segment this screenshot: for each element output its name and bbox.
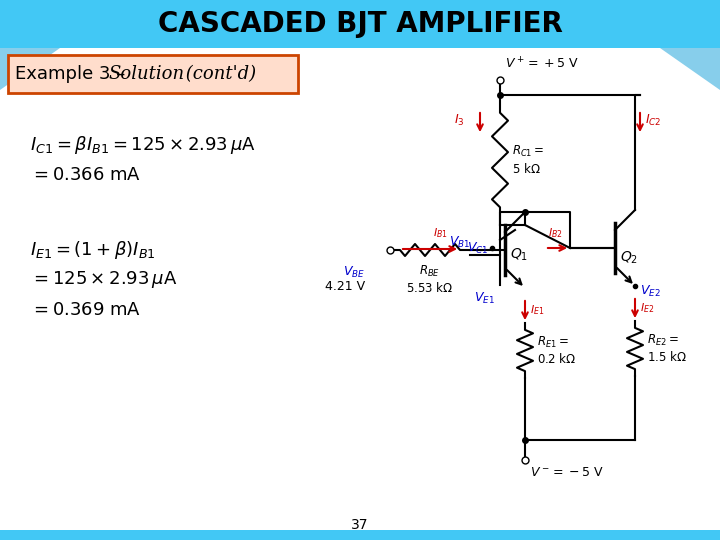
Text: Example 3 –: Example 3 – xyxy=(15,65,131,83)
Text: $Q_2$: $Q_2$ xyxy=(620,250,638,266)
Text: $R_{BE}$
5.53 k$\Omega$: $R_{BE}$ 5.53 k$\Omega$ xyxy=(406,264,454,295)
Text: $= 0.366$ mA: $= 0.366$ mA xyxy=(30,166,141,184)
Text: $I_{C2}$: $I_{C2}$ xyxy=(645,112,662,127)
Text: (cont'd): (cont'd) xyxy=(180,65,256,83)
Text: $V_{E2}$: $V_{E2}$ xyxy=(640,284,661,299)
Text: 37: 37 xyxy=(351,518,369,532)
Text: $I_{E1} = (1+\beta)I_{B1}$: $I_{E1} = (1+\beta)I_{B1}$ xyxy=(30,239,156,261)
Text: $V^- = -5$ V: $V^- = -5$ V xyxy=(530,465,603,478)
Text: $= 125\times 2.93\,\mu$A: $= 125\times 2.93\,\mu$A xyxy=(30,269,177,291)
Text: $R_{E2} =$
1.5 k$\Omega$: $R_{E2} =$ 1.5 k$\Omega$ xyxy=(647,333,687,364)
Text: CASCADED BJT AMPLIFIER: CASCADED BJT AMPLIFIER xyxy=(158,10,562,38)
Text: $V_{B1}$: $V_{B1}$ xyxy=(449,234,470,249)
Text: $I_3$: $I_3$ xyxy=(454,112,465,127)
Text: $V_{E1}$: $V_{E1}$ xyxy=(474,291,495,306)
Text: Solution: Solution xyxy=(108,65,184,83)
Text: $R_{E1} =$
0.2 k$\Omega$: $R_{E1} =$ 0.2 k$\Omega$ xyxy=(537,335,576,366)
Text: $Q_1$: $Q_1$ xyxy=(510,247,528,263)
FancyBboxPatch shape xyxy=(0,530,720,540)
Text: $I_{C1} = \beta I_{B1} = 125\times 2.93\,\mu$A: $I_{C1} = \beta I_{B1} = 125\times 2.93\… xyxy=(30,134,256,156)
Text: $V_{C1}$: $V_{C1}$ xyxy=(467,240,488,255)
Text: $V_{BE}$: $V_{BE}$ xyxy=(343,265,365,280)
Text: $I_{B1}$: $I_{B1}$ xyxy=(433,226,447,240)
Text: $I_{E2}$: $I_{E2}$ xyxy=(640,301,654,315)
Text: 4.21 V: 4.21 V xyxy=(325,280,365,293)
Text: $I_{B2}$: $I_{B2}$ xyxy=(548,226,562,240)
FancyBboxPatch shape xyxy=(0,0,720,48)
FancyBboxPatch shape xyxy=(8,55,298,93)
Polygon shape xyxy=(660,48,720,90)
Text: $R_{C1} =$
5 k$\Omega$: $R_{C1} =$ 5 k$\Omega$ xyxy=(512,144,544,176)
Polygon shape xyxy=(0,48,60,90)
Text: $= 0.369$ mA: $= 0.369$ mA xyxy=(30,301,141,319)
Text: $I_{E1}$: $I_{E1}$ xyxy=(530,303,544,317)
Text: $V^+ = +5$ V: $V^+ = +5$ V xyxy=(505,57,579,72)
